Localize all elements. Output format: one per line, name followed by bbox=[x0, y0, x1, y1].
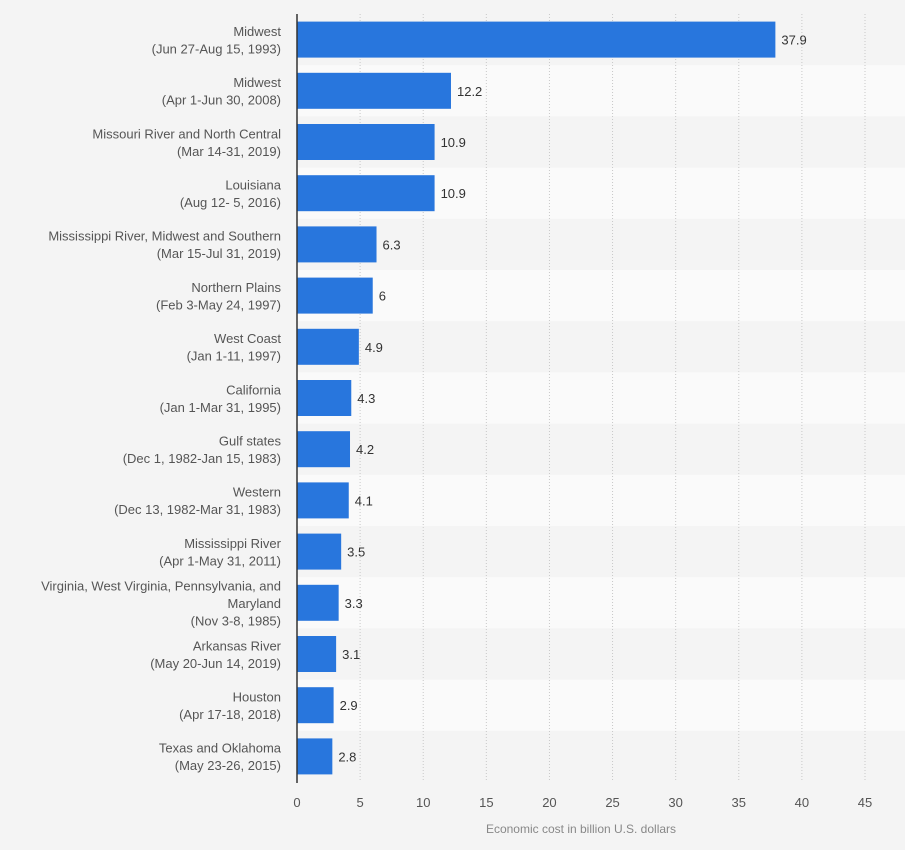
bar[interactable] bbox=[297, 328, 359, 365]
category-label: Northern Plains bbox=[191, 280, 281, 295]
x-tick-label: 20 bbox=[542, 795, 556, 810]
bar[interactable] bbox=[297, 431, 351, 468]
data-label: 4.1 bbox=[355, 493, 373, 508]
category-label: Mississippi River, Midwest and Southern bbox=[48, 229, 281, 244]
bar[interactable] bbox=[297, 482, 349, 519]
category-label: Midwest bbox=[233, 75, 281, 90]
bar[interactable] bbox=[297, 533, 342, 570]
data-label: 37.9 bbox=[781, 33, 806, 48]
x-tick-label: 30 bbox=[668, 795, 682, 810]
category-label: Virginia, West Virginia, Pennsylvania, a… bbox=[41, 578, 281, 593]
bar[interactable] bbox=[297, 21, 776, 58]
category-label: Louisiana bbox=[225, 177, 281, 192]
bar[interactable] bbox=[297, 687, 334, 724]
category-label: (Mar 14-31, 2019) bbox=[177, 144, 281, 159]
category-label: (Jan 1-Mar 31, 1995) bbox=[160, 400, 281, 415]
category-label: Arkansas River bbox=[193, 638, 282, 653]
category-label: (Apr 1-Jun 30, 2008) bbox=[162, 93, 281, 108]
bar[interactable] bbox=[297, 72, 451, 109]
x-tick-label: 0 bbox=[293, 795, 300, 810]
row-band bbox=[297, 679, 905, 731]
category-label: (Aug 12- 5, 2016) bbox=[180, 195, 281, 210]
category-label: (May 23-26, 2015) bbox=[175, 758, 281, 773]
data-label: 4.3 bbox=[357, 391, 375, 406]
x-tick-label: 35 bbox=[732, 795, 746, 810]
x-tick-label: 45 bbox=[858, 795, 872, 810]
category-label: Texas and Oklahoma bbox=[159, 741, 282, 756]
category-label: Midwest bbox=[233, 24, 281, 39]
category-label: (May 20-Jun 14, 2019) bbox=[150, 656, 281, 671]
category-label: Houston bbox=[233, 689, 281, 704]
category-label: Missouri River and North Central bbox=[92, 126, 281, 141]
bar[interactable] bbox=[297, 175, 435, 212]
bar[interactable] bbox=[297, 124, 435, 160]
data-label: 6.3 bbox=[383, 237, 401, 252]
x-axis-title: Economic cost in billion U.S. dollars bbox=[486, 822, 676, 836]
category-label: (Apr 1-May 31, 2011) bbox=[159, 553, 281, 568]
bar[interactable] bbox=[297, 277, 373, 314]
category-label: (Mar 15-Jul 31, 2019) bbox=[157, 246, 281, 261]
bar[interactable] bbox=[297, 738, 333, 775]
data-label: 3.1 bbox=[342, 647, 360, 662]
category-label: Maryland bbox=[228, 596, 281, 611]
bar[interactable] bbox=[297, 584, 339, 621]
category-label: (Jun 27-Aug 15, 1993) bbox=[152, 41, 281, 56]
data-label: 2.8 bbox=[338, 749, 356, 764]
category-label: (Nov 3-8, 1985) bbox=[191, 613, 281, 628]
bar[interactable] bbox=[297, 226, 377, 263]
category-label: Gulf states bbox=[219, 433, 282, 448]
category-label: (Dec 1, 1982-Jan 15, 1983) bbox=[123, 451, 281, 466]
data-label: 10.9 bbox=[441, 135, 466, 150]
data-label: 3.3 bbox=[345, 596, 363, 611]
bar[interactable] bbox=[297, 636, 337, 672]
x-tick-label: 15 bbox=[479, 795, 493, 810]
data-label: 3.5 bbox=[347, 545, 365, 560]
data-label: 12.2 bbox=[457, 84, 482, 99]
category-label: (Jan 1-11, 1997) bbox=[187, 349, 281, 364]
data-label: 10.9 bbox=[441, 186, 466, 201]
category-label: (Apr 17-18, 2018) bbox=[179, 707, 281, 722]
category-label: Western bbox=[233, 485, 281, 500]
row-band bbox=[297, 577, 905, 629]
x-tick-label: 25 bbox=[605, 795, 619, 810]
category-label: West Coast bbox=[214, 331, 281, 346]
x-tick-label: 10 bbox=[416, 795, 430, 810]
bar[interactable] bbox=[297, 380, 352, 416]
category-label: Mississippi River bbox=[184, 536, 281, 551]
category-label: (Dec 13, 1982-Mar 31, 1983) bbox=[114, 502, 281, 517]
row-band bbox=[297, 474, 905, 526]
data-label: 4.9 bbox=[365, 340, 383, 355]
data-label: 2.9 bbox=[340, 698, 358, 713]
data-label: 4.2 bbox=[356, 442, 374, 457]
x-tick-label: 5 bbox=[356, 795, 363, 810]
category-label: (Feb 3-May 24, 1997) bbox=[156, 297, 281, 312]
category-label: California bbox=[226, 382, 282, 397]
data-label: 6 bbox=[379, 289, 386, 304]
row-band bbox=[297, 270, 905, 322]
row-band bbox=[297, 372, 905, 424]
x-tick-label: 40 bbox=[795, 795, 809, 810]
